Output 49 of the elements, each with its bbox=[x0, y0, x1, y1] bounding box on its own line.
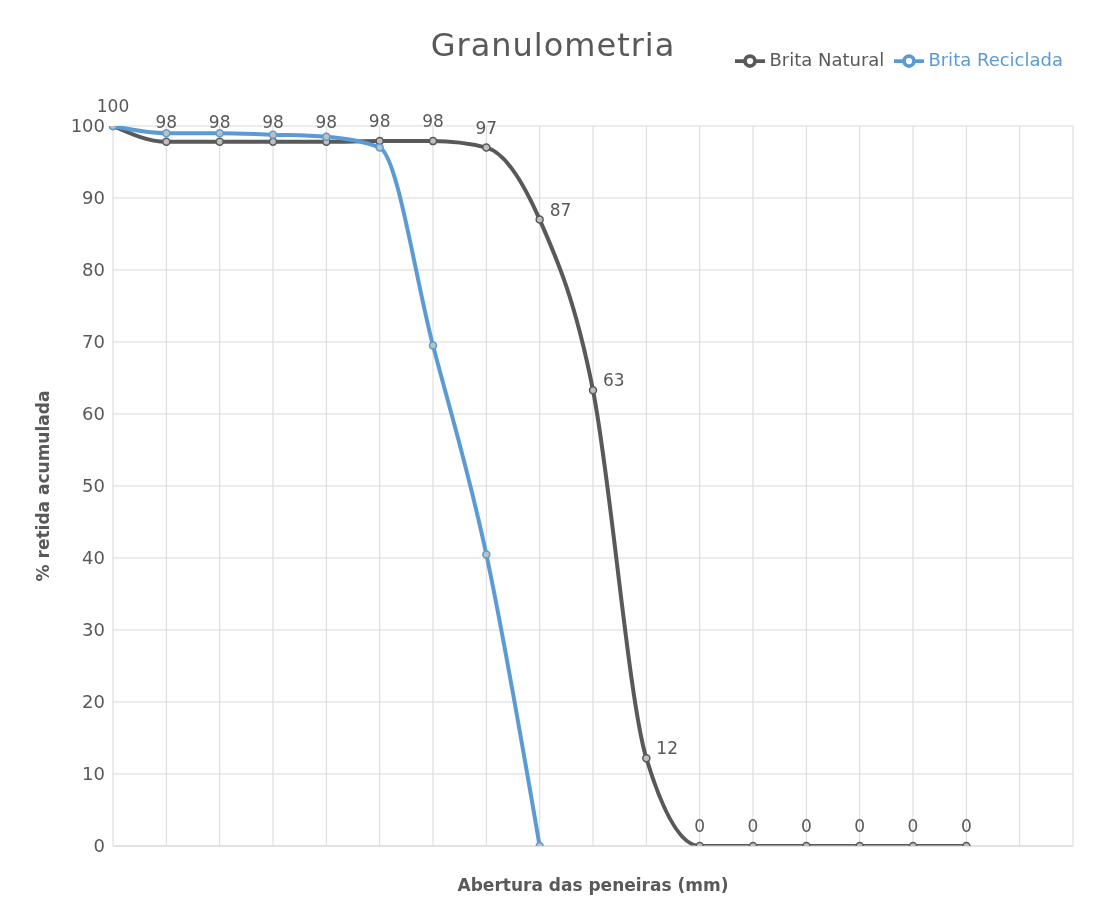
point bbox=[268, 130, 278, 139]
y-tick-label: 10 bbox=[82, 763, 105, 785]
point bbox=[482, 550, 491, 559]
data-label: 98 bbox=[262, 111, 284, 132]
y-tick-label: 100 bbox=[70, 115, 105, 137]
point bbox=[215, 128, 224, 138]
y-axis-title: % retida acumulada bbox=[33, 390, 54, 582]
data-label: 0 bbox=[800, 816, 812, 836]
data-label: 98 bbox=[208, 111, 231, 132]
y-tick-label: 20 bbox=[82, 691, 105, 713]
point bbox=[375, 136, 384, 146]
y-tick-label: 40 bbox=[82, 547, 105, 569]
y-tick-label: 60 bbox=[82, 403, 105, 425]
data-label: 0 bbox=[854, 816, 866, 836]
data-label: 97 bbox=[475, 117, 498, 138]
y-tick-label: 70 bbox=[82, 331, 105, 353]
data-label: 0 bbox=[960, 816, 972, 836]
point bbox=[428, 341, 438, 350]
x-axis-title: Abertura das peneiras (mm) bbox=[457, 875, 729, 895]
data-label: 0 bbox=[694, 816, 706, 836]
point bbox=[642, 753, 651, 763]
point bbox=[375, 143, 384, 152]
data-label: 98 bbox=[422, 111, 444, 132]
y-tick-label: 30 bbox=[82, 619, 105, 641]
y-tick-label: 0 bbox=[93, 835, 105, 857]
point bbox=[162, 137, 171, 147]
y-tick-label: 90 bbox=[82, 187, 105, 209]
data-label: 63 bbox=[603, 370, 625, 391]
data-label: 100 bbox=[96, 96, 130, 116]
data-label: 0 bbox=[747, 816, 759, 836]
data-label: 87 bbox=[549, 199, 572, 220]
y-tick-label: 50 bbox=[82, 475, 105, 497]
data-label: 98 bbox=[155, 111, 178, 132]
point bbox=[268, 137, 278, 147]
data-label: 0 bbox=[907, 816, 919, 836]
data-label: 98 bbox=[315, 111, 338, 132]
point bbox=[535, 215, 544, 224]
data-label: 98 bbox=[368, 111, 391, 132]
point bbox=[162, 128, 171, 138]
data-label: 12 bbox=[656, 738, 678, 759]
point bbox=[428, 136, 438, 146]
legend-label: Brita Reciclada bbox=[928, 49, 1063, 70]
point bbox=[215, 137, 224, 147]
point bbox=[588, 385, 598, 395]
point bbox=[322, 132, 331, 142]
chart-title: Granulometria bbox=[430, 26, 676, 64]
point bbox=[482, 143, 491, 152]
y-tick-label: 80 bbox=[82, 259, 105, 281]
legend-label: Brita Natural bbox=[769, 49, 885, 70]
